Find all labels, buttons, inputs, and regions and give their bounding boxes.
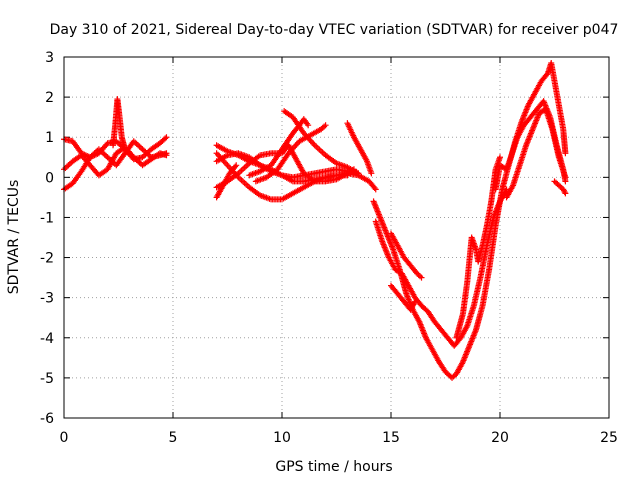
data-point: [372, 186, 379, 193]
y-tick-label: -6: [40, 411, 54, 427]
plot-frame: [63, 56, 610, 419]
data-point: [120, 142, 127, 149]
data-point: [322, 122, 329, 129]
data-points: [61, 60, 569, 381]
data-point: [562, 190, 569, 197]
data-point: [163, 150, 170, 157]
x-tick-label: 0: [60, 430, 69, 446]
data-point: [163, 134, 170, 141]
data-point: [562, 174, 569, 181]
y-tick-label: 0: [45, 170, 54, 186]
data-point: [418, 274, 425, 281]
x-tick-label: 25: [600, 430, 618, 446]
y-tick-label: 3: [45, 50, 54, 66]
data-point: [355, 170, 362, 177]
data-point: [497, 154, 503, 161]
y-tick-label: -5: [40, 371, 54, 387]
y-tick-label: 2: [45, 90, 54, 106]
y-tick-label: -4: [40, 331, 54, 347]
data-point: [368, 170, 375, 177]
data-point: [232, 163, 239, 170]
x-tick-label: 5: [169, 430, 178, 446]
y-tick-label: -3: [40, 291, 54, 307]
y-tick-label: 1: [45, 130, 54, 146]
data-point: [344, 172, 351, 179]
data-point: [562, 150, 569, 157]
data-point: [561, 189, 568, 196]
y-tick-label: -2: [40, 251, 54, 267]
y-tick-label: -1: [40, 210, 54, 226]
y-axis-label: SDTVAR / TECUs: [6, 180, 22, 295]
data-point: [162, 135, 169, 142]
x-tick-label: 10: [273, 430, 291, 446]
x-tick-label: 20: [491, 430, 509, 446]
chart-title: Day 310 of 2021, Sidereal Day-to-day VTE…: [50, 22, 619, 38]
data-point: [371, 185, 378, 192]
x-tick-label: 15: [382, 430, 400, 446]
x-axis-label: GPS time / hours: [275, 459, 392, 475]
data-point: [411, 298, 418, 305]
axes: 0 5 10 15 20 25 -6 -5 -4 -3 -2 -1 0 1 2 3: [40, 50, 618, 446]
data-point: [233, 162, 240, 169]
data-point: [411, 300, 418, 307]
data-point: [305, 122, 312, 129]
